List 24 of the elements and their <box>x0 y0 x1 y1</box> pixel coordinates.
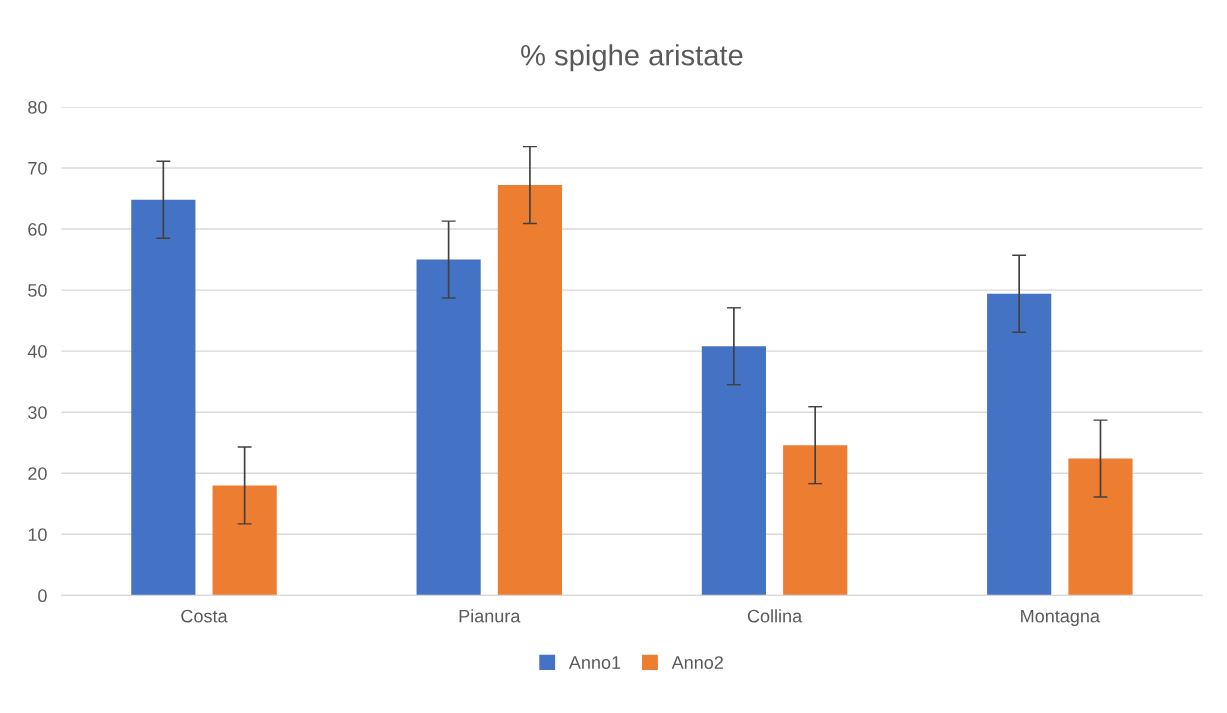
x-tick-label: Collina <box>747 609 803 623</box>
x-tick-label: Costa <box>181 609 228 623</box>
y-tick-label: 60 <box>28 222 47 236</box>
bar <box>416 259 481 596</box>
legend-label: Anno2 <box>671 656 723 669</box>
legend-label: Anno1 <box>568 656 621 669</box>
bar <box>783 445 848 596</box>
y-tick-label: 10 <box>28 528 47 542</box>
bar <box>701 346 766 596</box>
bar <box>497 185 563 596</box>
bar <box>212 485 277 596</box>
y-tick-label: 20 <box>28 467 47 480</box>
y-tick-label: 40 <box>27 345 47 358</box>
y-tick-label: 70 <box>28 161 47 175</box>
bar <box>131 199 196 596</box>
x-tick-label: Montagna <box>1021 609 1100 627</box>
x-tick-label: Pianura <box>459 609 521 623</box>
bar <box>1068 458 1133 596</box>
y-tick-label: 50 <box>28 284 47 297</box>
bar <box>987 293 1052 596</box>
chart-title: % spighe aristate <box>521 44 743 72</box>
y-tick-label: 30 <box>28 406 47 419</box>
y-tick-label: 80 <box>28 100 47 114</box>
y-tick-label: 0 <box>38 589 47 603</box>
